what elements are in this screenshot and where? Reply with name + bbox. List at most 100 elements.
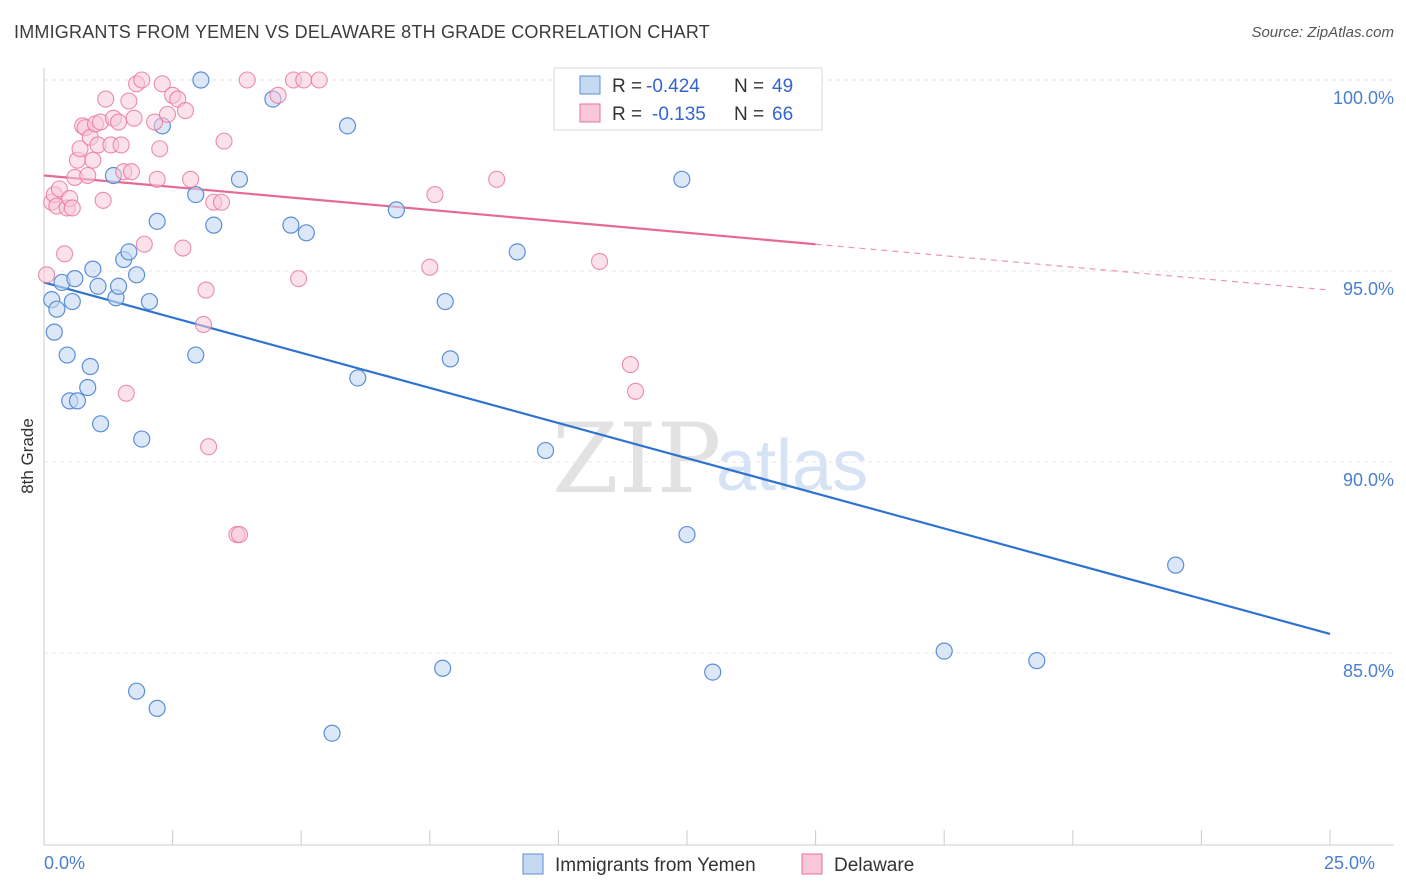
data-point-delaware [215, 132, 233, 150]
data-point-delaware [94, 191, 112, 209]
legend-swatch-yemen [579, 75, 601, 95]
data-point-yemen [349, 369, 367, 387]
trend-line-delaware [43, 174, 816, 246]
legend-r-label-2: R = [612, 104, 642, 125]
data-point-delaware [421, 258, 439, 276]
x-tick-label-min: 0.0% [44, 853, 85, 873]
data-point-delaware [135, 235, 153, 253]
data-point-yemen [45, 323, 63, 341]
data-point-yemen [48, 300, 66, 318]
data-point-delaware [591, 252, 609, 271]
grid-lines [44, 79, 1394, 654]
data-point-yemen [282, 216, 300, 234]
data-point-yemen [140, 292, 159, 311]
data-point-yemen [58, 346, 76, 364]
data-point-yemen [935, 642, 953, 660]
legend-n-value-2: 66 [772, 104, 793, 125]
data-point-delaware [182, 170, 200, 188]
y-tick-label: 85.0% [1343, 661, 1394, 681]
data-point-yemen [84, 260, 102, 278]
data-point-yemen [387, 201, 405, 219]
data-point-delaware [97, 90, 115, 108]
data-point-delaware [110, 113, 128, 131]
chart-title: IMMIGRANTS FROM YEMEN VS DELAWARE 8TH GR… [14, 22, 710, 42]
trend-lines [43, 174, 1331, 635]
data-point-delaware [627, 382, 645, 400]
data-point-yemen [434, 659, 452, 677]
data-point-yemen [66, 270, 84, 288]
data-point-yemen [148, 212, 166, 230]
data-point-yemen [79, 378, 97, 397]
data-point-yemen [441, 350, 459, 368]
data-point-delaware [56, 245, 74, 263]
data-point-yemen [89, 277, 107, 295]
legend-swatch-delaware [579, 103, 601, 123]
data-point-delaware [112, 136, 130, 154]
data-point-delaware [200, 438, 218, 456]
legend-n-label-1: N = [734, 76, 764, 97]
data-point-delaware [238, 71, 256, 89]
data-point-yemen [81, 357, 99, 376]
bottom-legend: Immigrants from Yemen Delaware [522, 853, 914, 876]
data-point-yemen [436, 292, 454, 311]
data-point-yemen [187, 186, 205, 204]
data-point-delaware [212, 193, 231, 211]
data-point-delaware [174, 239, 192, 257]
data-point-yemen [1028, 652, 1046, 670]
y-tick-label: 90.0% [1343, 470, 1394, 490]
source-label: Source: ZipAtlas.com [1251, 24, 1394, 41]
data-point-delaware [176, 102, 195, 120]
data-point-delaware [488, 170, 506, 188]
data-point-yemen [536, 441, 555, 460]
legend-n-value-1: 49 [772, 76, 793, 97]
bottom-legend-swatch-delaware [801, 853, 823, 875]
data-point-delaware [38, 266, 56, 284]
data-point-delaware [426, 186, 444, 204]
data-point-delaware [310, 71, 328, 89]
trend-line-delaware-extension [815, 243, 1331, 291]
data-point-yemen [127, 266, 146, 284]
data-point-delaware [120, 92, 138, 110]
data-point-delaware [71, 140, 89, 158]
data-point-delaware [63, 199, 81, 217]
data-point-yemen [338, 117, 357, 135]
watermark-zip: ZIP [552, 403, 721, 515]
data-point-delaware [290, 270, 308, 288]
bottom-legend-label-yemen: Immigrants from Yemen [555, 855, 756, 876]
y-tick-label: 100.0% [1333, 88, 1394, 108]
data-point-delaware [148, 170, 166, 188]
legend-r-value-2: -0.135 [652, 104, 706, 125]
data-point-delaware [122, 163, 140, 181]
data-point-yemen [508, 243, 526, 261]
data-point-delaware [158, 105, 177, 123]
legend-r-value-1: -0.424 [646, 76, 700, 97]
data-point-delaware [230, 526, 249, 544]
data-point-yemen [91, 415, 110, 433]
data-point-yemen [205, 216, 223, 234]
y-tick-label: 95.0% [1343, 279, 1394, 299]
data-point-delaware [269, 86, 287, 104]
data-point-yemen [148, 699, 166, 717]
trend-line-yemen [43, 281, 1331, 635]
data-point-delaware [133, 71, 151, 89]
data-point-yemen [673, 170, 691, 188]
y-tick-labels: 85.0% 90.0% 95.0% 100.0% [1333, 88, 1394, 681]
data-point-yemen [192, 71, 210, 89]
data-point-delaware [153, 75, 171, 93]
stats-legend: R = -0.424 N = 49 R = -0.135 N = 66 [553, 67, 823, 131]
legend-n-label-2: N = [734, 104, 764, 125]
bottom-legend-label-delaware: Delaware [834, 855, 914, 876]
data-point-delaware [151, 140, 169, 158]
x-tick-label-max: 25.0% [1324, 853, 1375, 873]
data-point-yemen [297, 224, 315, 242]
y-axis-label: 8th Grade [18, 418, 37, 494]
bottom-legend-swatch-yemen [522, 853, 544, 875]
data-point-delaware [79, 166, 97, 185]
data-point-yemen [68, 392, 87, 410]
data-point-delaware [197, 281, 215, 299]
data-point-yemen [678, 525, 696, 544]
data-point-yemen [704, 663, 722, 681]
data-point-yemen [230, 170, 249, 188]
data-point-delaware [295, 71, 313, 89]
